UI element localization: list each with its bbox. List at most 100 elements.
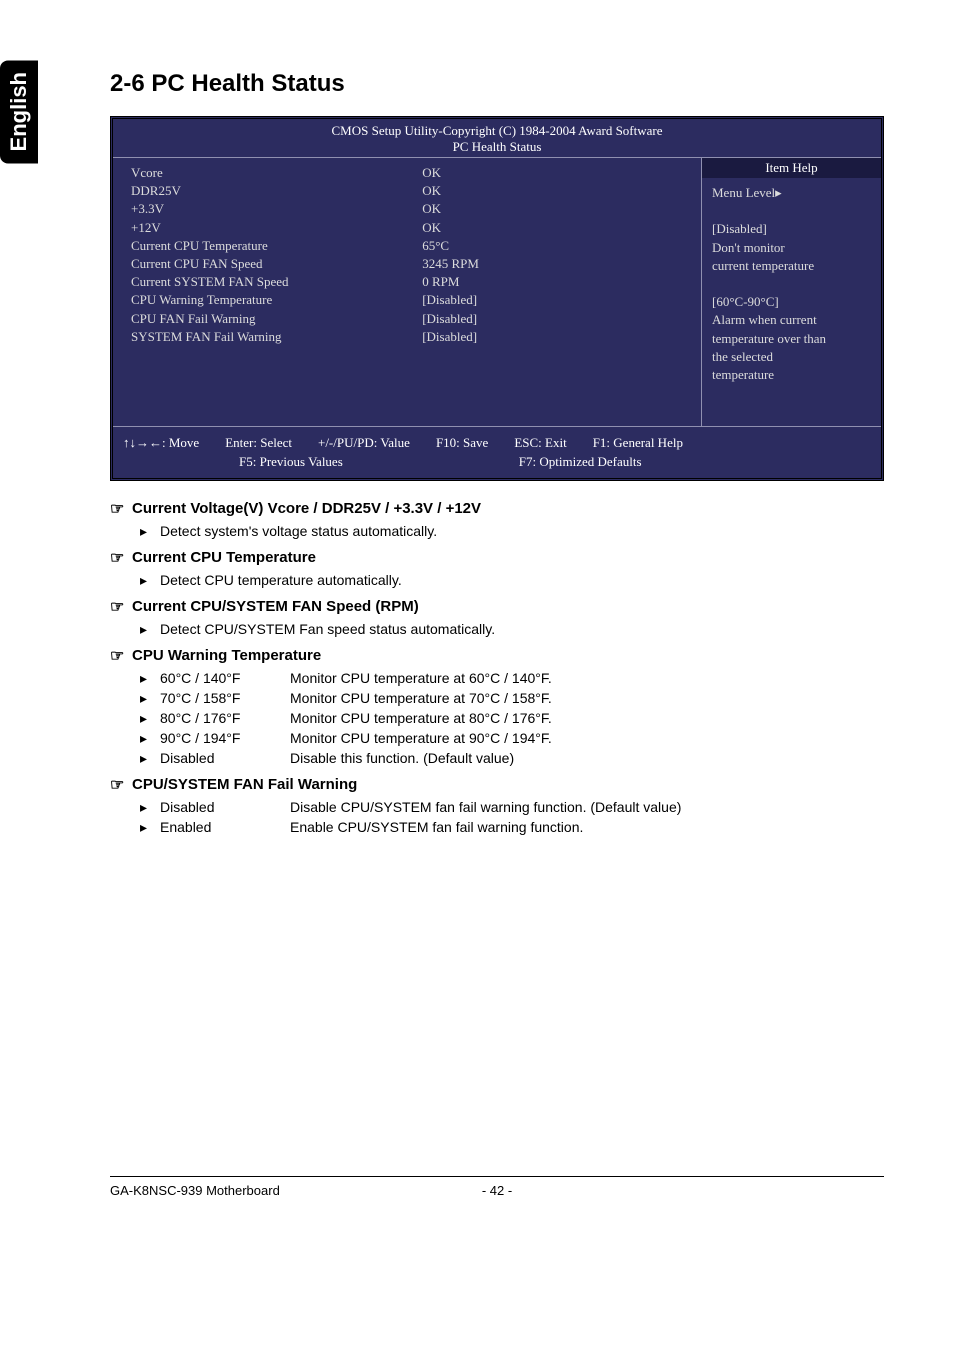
option-description: Monitor CPU temperature at 60°C / 140°F.	[290, 670, 552, 687]
option-label: ▸80°C / 176°F	[140, 710, 290, 727]
option-description: Monitor CPU temperature at 70°C / 158°F.	[290, 690, 552, 707]
bios-help-line: current temperature	[712, 257, 871, 275]
bios-key-f1: F1: General Help	[593, 433, 683, 453]
arrow-icon: ▸	[140, 572, 160, 589]
arrow-icon: ▸	[140, 670, 160, 687]
option-row: ▸DisabledDisable this function. (Default…	[110, 750, 884, 767]
bios-row-label: Current SYSTEM FAN Speed	[131, 273, 422, 291]
option-row: ▸DisabledDisable CPU/SYSTEM fan fail war…	[110, 799, 884, 816]
option-description: Disable this function. (Default value)	[290, 750, 514, 767]
description-list: ☞Current Voltage(V) Vcore / DDR25V / +3.…	[110, 499, 884, 836]
pointer-icon: ☞	[110, 775, 132, 795]
option-label: ▸Disabled	[140, 750, 290, 767]
bios-row-value: [Disabled]	[422, 328, 691, 346]
pointer-icon: ☞	[110, 548, 132, 568]
bios-help-line: temperature	[712, 366, 871, 384]
bios-footer: ↑↓→←: Move Enter: Select +/-/PU/PD: Valu…	[113, 426, 881, 478]
bios-row-value: OK	[422, 219, 691, 237]
bios-row-value: 3245 RPM	[422, 255, 691, 273]
bios-row-value: [Disabled]	[422, 291, 691, 309]
bios-key-esc: ESC: Exit	[514, 433, 566, 453]
option-label: ▸Enabled	[140, 819, 290, 836]
bios-row-value: OK	[422, 200, 691, 218]
bios-row-label: SYSTEM FAN Fail Warning	[131, 328, 422, 346]
bios-header-line1: CMOS Setup Utility-Copyright (C) 1984-20…	[113, 123, 881, 139]
arrow-icon: ▸	[140, 750, 160, 767]
bios-help-line: Alarm when current	[712, 311, 871, 329]
bios-row-label: Current CPU FAN Speed	[131, 255, 422, 273]
item-title: ☞CPU Warning Temperature	[110, 646, 884, 666]
bios-row-label: CPU Warning Temperature	[131, 291, 422, 309]
bios-key-f7: F7: Optimized Defaults	[519, 452, 642, 472]
page-content: 2-6 PC Health Status CMOS Setup Utility-…	[0, 0, 954, 1228]
bios-row-label: Vcore	[131, 164, 422, 182]
bios-row-value: OK	[422, 164, 691, 182]
bios-row-value: OK	[422, 182, 691, 200]
bios-help-line: Don't monitor	[712, 239, 871, 257]
arrow-icon: ▸	[140, 523, 160, 540]
pointer-icon: ☞	[110, 646, 132, 666]
bios-key-move: ↑↓→←: Move	[123, 433, 199, 453]
bios-row-value: 0 RPM	[422, 273, 691, 291]
footer-page-number: - 42 -	[467, 1183, 527, 1198]
option-row: ▸60°C / 140°FMonitor CPU temperature at …	[110, 670, 884, 687]
option-description: Disable CPU/SYSTEM fan fail warning func…	[290, 799, 681, 816]
option-label: ▸70°C / 158°F	[140, 690, 290, 707]
bios-header: CMOS Setup Utility-Copyright (C) 1984-20…	[113, 119, 881, 157]
description-item: ☞Current CPU/SYSTEM FAN Speed (RPM) ▸Dete…	[110, 597, 884, 638]
bios-row-value: 65°C	[422, 237, 691, 255]
bios-header-line2: PC Health Status	[113, 139, 881, 155]
option-row: ▸70°C / 158°FMonitor CPU temperature at …	[110, 690, 884, 707]
bios-row-label: Current CPU Temperature	[131, 237, 422, 255]
bios-row-label: DDR25V	[131, 182, 422, 200]
bios-row-label: +3.3V	[131, 200, 422, 218]
bios-row-label: +12V	[131, 219, 422, 237]
footer-left: GA-K8NSC-939 Motherboard	[110, 1183, 467, 1198]
pointer-icon: ☞	[110, 597, 132, 617]
option-label: ▸60°C / 140°F	[140, 670, 290, 687]
bios-help-line: [60°C-90°C]	[712, 293, 871, 311]
item-description: ▸Detect CPU temperature automatically.	[110, 572, 884, 589]
bios-key-f10: F10: Save	[436, 433, 488, 453]
item-description: ▸Detect CPU/SYSTEM Fan speed status auto…	[110, 621, 884, 638]
description-item: ☞Current CPU Temperature ▸Detect CPU temp…	[110, 548, 884, 589]
bios-row-value: [Disabled]	[422, 310, 691, 328]
bios-row-label: CPU FAN Fail Warning	[131, 310, 422, 328]
option-row: ▸EnabledEnable CPU/SYSTEM fan fail warni…	[110, 819, 884, 836]
bios-help-line: [Disabled]	[712, 220, 871, 238]
item-description: ▸Detect system's voltage status automati…	[110, 523, 884, 540]
description-item: ☞CPU Warning Temperature▸60°C / 140°FMon…	[110, 646, 884, 767]
item-title: ☞Current CPU/SYSTEM FAN Speed (RPM)	[110, 597, 884, 617]
page-footer: GA-K8NSC-939 Motherboard - 42 -	[110, 1176, 884, 1198]
item-title: ☞Current Voltage(V) Vcore / DDR25V / +3.…	[110, 499, 884, 519]
arrow-icon: ▸	[140, 730, 160, 747]
option-row: ▸80°C / 176°FMonitor CPU temperature at …	[110, 710, 884, 727]
bios-help-line	[712, 202, 871, 220]
bios-screenshot: CMOS Setup Utility-Copyright (C) 1984-20…	[110, 116, 884, 481]
bios-help-menulevel: Menu Level▸	[712, 184, 871, 202]
bios-help-panel: Item Help Menu Level▸ [Disabled]Don't mo…	[701, 158, 881, 426]
bios-key-f5: F5: Previous Values	[239, 452, 343, 472]
item-title: ☞Current CPU Temperature	[110, 548, 884, 568]
option-label: ▸Disabled	[140, 799, 290, 816]
option-row: ▸90°C / 194°FMonitor CPU temperature at …	[110, 730, 884, 747]
arrow-icon: ▸	[140, 710, 160, 727]
arrow-icon: ▸	[140, 819, 160, 836]
description-item: ☞Current Voltage(V) Vcore / DDR25V / +3.…	[110, 499, 884, 540]
bios-key-enter: Enter: Select	[225, 433, 292, 453]
option-label: ▸90°C / 194°F	[140, 730, 290, 747]
bios-help-line: the selected	[712, 348, 871, 366]
bios-key-pupd: +/-/PU/PD: Value	[318, 433, 410, 453]
pointer-icon: ☞	[110, 499, 132, 519]
option-description: Monitor CPU temperature at 80°C / 176°F.	[290, 710, 552, 727]
option-description: Monitor CPU temperature at 90°C / 194°F.	[290, 730, 552, 747]
bios-help-line	[712, 275, 871, 293]
option-description: Enable CPU/SYSTEM fan fail warning funct…	[290, 819, 583, 836]
section-title: 2-6 PC Health Status	[110, 70, 884, 98]
bios-help-line: temperature over than	[712, 330, 871, 348]
bios-main: VcoreDDR25V+3.3V+12VCurrent CPU Temperat…	[113, 158, 701, 426]
arrow-icon: ▸	[140, 799, 160, 816]
item-title: ☞CPU/SYSTEM FAN Fail Warning	[110, 775, 884, 795]
bios-help-title: Item Help	[702, 158, 881, 178]
description-item: ☞CPU/SYSTEM FAN Fail Warning ▸DisabledDis…	[110, 775, 884, 836]
